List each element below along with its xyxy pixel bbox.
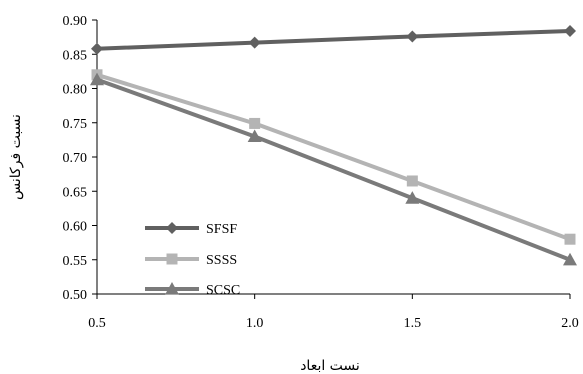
legend-marker-ssss (166, 253, 178, 265)
legend: SFSF SSSS SCSC (145, 222, 240, 298)
series-sfsf (91, 24, 576, 55)
y-tick-label: 0.55 (63, 254, 88, 269)
data-point-sfsf (91, 42, 103, 55)
y-tick-label: 0.65 (63, 185, 88, 200)
y-tick-label: 0.75 (63, 117, 88, 132)
y-tick-label: 0.50 (63, 288, 88, 303)
y-tick-label: 0.80 (63, 83, 88, 98)
y-tick-label: 0.60 (63, 220, 88, 235)
axes (96, 20, 570, 295)
data-point-ssss (249, 117, 261, 129)
series-ssss (91, 69, 576, 245)
x-axis-ticks: 0.5 1.0 1.5 2.0 (88, 294, 579, 331)
legend-item-scsc: SCSC (145, 282, 240, 298)
data-point-scsc (405, 191, 420, 204)
x-tick-label: 1.5 (404, 316, 422, 331)
data-point-scsc (247, 129, 262, 143)
data-point-sfsf (564, 24, 576, 37)
legend-item-sfsf: SFSF (145, 222, 237, 237)
y-axis-ticks: 0.50 0.55 0.60 0.65 0.70 0.75 0.80 0.85 0.90 (63, 14, 97, 303)
series-layer (90, 24, 577, 266)
y-tick-label: 0.70 (63, 151, 88, 166)
x-tick-label: 1.0 (246, 316, 264, 331)
x-tick-label: 2.0 (561, 316, 579, 331)
series-line-ssss (96, 72, 571, 242)
legend-label-ssss: SSSS (206, 253, 237, 268)
legend-marker-scsc (165, 282, 179, 295)
data-point-scsc (563, 252, 577, 266)
data-point-ssss (406, 175, 418, 187)
x-tick-label: 0.5 (88, 316, 106, 331)
series-scsc (90, 72, 577, 266)
legend-label-sfsf: SFSF (206, 222, 237, 237)
data-point-sfsf (248, 36, 261, 49)
legend-item-ssss: SSSS (145, 253, 237, 268)
data-point-sfsf (406, 30, 419, 43)
x-axis-title: نست ابعاد (300, 358, 360, 374)
data-point-ssss (564, 233, 576, 245)
y-axis-title: نسبت فرکانس (8, 114, 24, 200)
series-line-sfsf (96, 28, 571, 51)
legend-marker-sfsf (166, 222, 178, 234)
y-tick-label: 0.90 (63, 14, 88, 29)
data-point-scsc (90, 72, 104, 86)
y-tick-label: 0.85 (63, 48, 88, 63)
legend-label-scsc: SCSC (206, 283, 240, 298)
series-line-scsc (96, 77, 571, 262)
